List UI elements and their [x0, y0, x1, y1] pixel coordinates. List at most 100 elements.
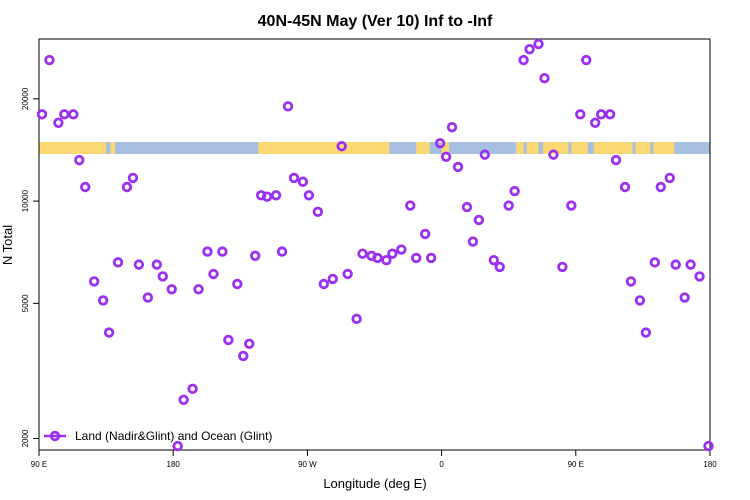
- x-axis-label: Longitude (deg E): [323, 476, 426, 491]
- data-point: [53, 117, 64, 128]
- data-point: [142, 292, 154, 303]
- data-point: [36, 109, 48, 120]
- data-point: [250, 250, 261, 262]
- x-axis: 90 E 180 90 W 0 90 E 180: [31, 450, 717, 469]
- data-point: [604, 109, 616, 120]
- data-point: [172, 440, 183, 452]
- data-point: [261, 191, 273, 202]
- data-point: [59, 109, 70, 120]
- data-point: [509, 185, 520, 197]
- x-tick-label: 180: [167, 460, 181, 469]
- chart-title: 40N-45N May (Ver 10) Inf to -Inf: [258, 13, 493, 30]
- data-point: [557, 261, 568, 273]
- data-point: [327, 273, 338, 285]
- land-band-segment: [258, 142, 390, 154]
- data-point: [282, 101, 294, 112]
- y-tick-label: 5000: [21, 294, 30, 312]
- data-point: [202, 246, 213, 257]
- data-point: [68, 109, 79, 120]
- data-point: [351, 313, 362, 325]
- data-point: [238, 350, 249, 362]
- data-point: [664, 172, 675, 184]
- data-point: [157, 271, 168, 282]
- land-band-segment: [39, 142, 107, 154]
- data-point: [452, 161, 464, 173]
- data-point: [640, 327, 652, 338]
- data-point: [679, 292, 690, 303]
- data-point: [405, 200, 416, 211]
- land-band-segment: [110, 142, 116, 154]
- data-point: [372, 252, 383, 264]
- data-point: [396, 244, 407, 255]
- data-point: [270, 190, 282, 201]
- data-point: [44, 54, 55, 66]
- data-point: [223, 334, 234, 346]
- land-band-segment: [416, 142, 430, 154]
- data-point: [121, 181, 133, 193]
- data-point: [411, 252, 422, 264]
- data-point: [381, 254, 392, 266]
- x-tick-label: 180: [703, 460, 717, 469]
- y-axis-label: N Total: [0, 225, 15, 265]
- data-point: [103, 327, 115, 338]
- data-point: [342, 268, 353, 280]
- legend: Land (Nadir&Glint) and Ocean (Glint): [44, 429, 272, 443]
- data-point: [595, 109, 607, 120]
- data-point: [74, 154, 85, 166]
- land-band-segment: [635, 142, 651, 154]
- data-point: [187, 383, 198, 395]
- land-band-segment: [653, 142, 675, 154]
- x-tick-label: 90 E: [31, 460, 47, 469]
- data-point: [80, 181, 91, 193]
- data-point: [208, 268, 219, 280]
- data-point: [670, 259, 681, 270]
- land-band-segment: [516, 142, 524, 154]
- land-band-segment: [571, 142, 588, 154]
- land-band-segment: [526, 142, 539, 154]
- data-point: [357, 248, 368, 259]
- data-point: [581, 54, 592, 66]
- data-point: [244, 338, 255, 350]
- data-point: [461, 201, 473, 213]
- data-point: [151, 259, 162, 270]
- data-point: [446, 121, 458, 133]
- data-point: [434, 138, 446, 149]
- data-point: [387, 248, 398, 259]
- data-point: [625, 276, 637, 287]
- data-point: [217, 246, 228, 257]
- data-point: [488, 254, 499, 266]
- data-point: [548, 149, 559, 160]
- data-point: [619, 181, 631, 193]
- land-band-segment: [542, 142, 569, 154]
- data-point: [539, 72, 550, 84]
- data-point: [166, 284, 177, 295]
- data-point: [178, 394, 189, 405]
- data-point: [133, 259, 145, 270]
- data-point: [479, 149, 491, 160]
- x-tick-label: 0: [439, 460, 444, 469]
- data-point: [97, 295, 109, 306]
- data-point: [610, 154, 622, 166]
- data-point: [127, 172, 139, 184]
- data-point: [494, 261, 505, 273]
- x-tick-label: 90 W: [298, 460, 317, 469]
- data-point: [288, 172, 300, 184]
- data-point: [518, 54, 529, 66]
- data-point: [419, 228, 431, 240]
- data-point: [703, 440, 714, 452]
- y-tick-label: 10000: [21, 189, 30, 212]
- land-band-segment: [441, 142, 450, 154]
- data-point: [318, 278, 330, 290]
- y-tick-label: 2000: [21, 429, 30, 447]
- data-point: [276, 246, 288, 257]
- data-point: [685, 259, 696, 270]
- data-point: [112, 257, 124, 268]
- data-point: [524, 43, 535, 55]
- plot-frame: [38, 38, 711, 451]
- y-tick-label: 20000: [21, 87, 30, 110]
- data-point: [303, 190, 315, 201]
- data-point: [88, 276, 100, 287]
- x-tick-label: 90 E: [568, 460, 584, 469]
- data-point: [232, 278, 243, 290]
